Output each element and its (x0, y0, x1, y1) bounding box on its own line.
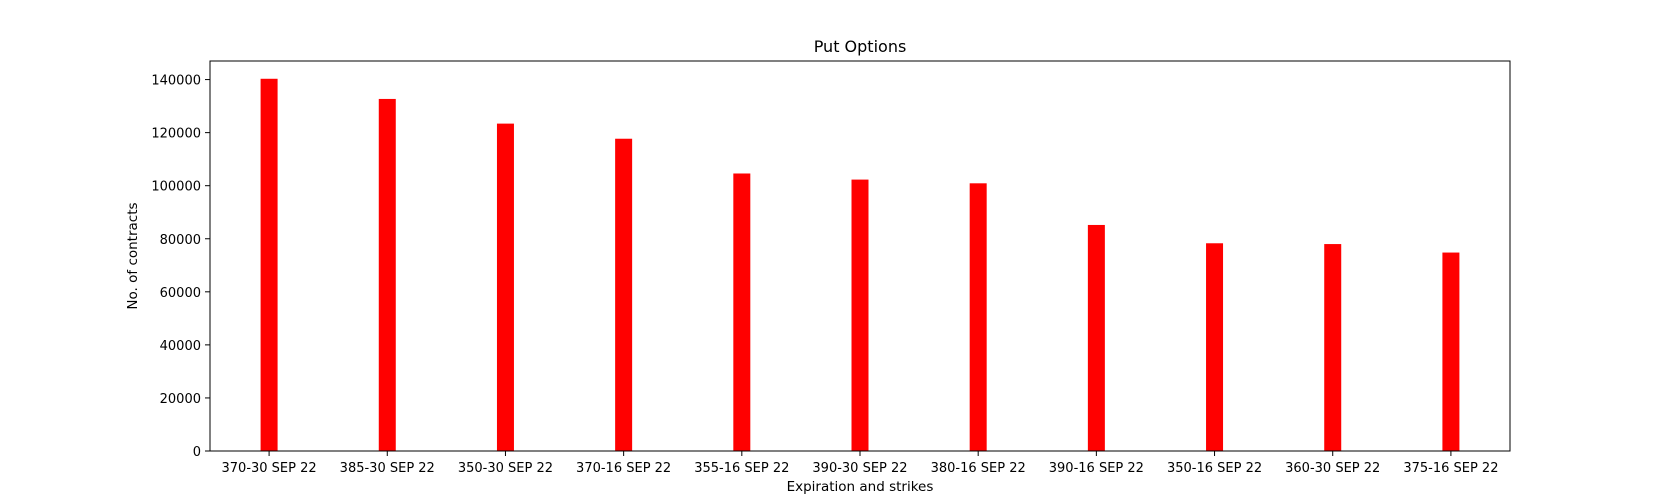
bar (851, 179, 869, 451)
bar (615, 138, 633, 452)
x-tick-label: 375-16 SEP 22 (1403, 461, 1498, 476)
y-tick-label: 40000 (160, 339, 201, 354)
bar (260, 78, 278, 451)
bar (496, 123, 514, 451)
chart-title: Put Options (814, 37, 907, 56)
y-tick-label: 60000 (160, 286, 201, 301)
x-axis: 370-30 SEP 22 385-30 SEP 22 350-30 SEP 22 3… (222, 451, 1498, 476)
x-tick-label: 390-16 SEP 22 (1049, 461, 1144, 476)
bar (1324, 244, 1342, 451)
y-tick-label: 80000 (160, 233, 201, 248)
bar (733, 173, 751, 451)
bar (378, 98, 396, 451)
x-axis-label: Expiration and strikes (787, 479, 934, 495)
plot-frame (209, 60, 1511, 452)
y-tick-label: 100000 (151, 180, 201, 195)
y-tick-label: 120000 (151, 127, 201, 142)
bar (969, 183, 987, 451)
y-axis: 0 20000 40000 60000 80000 100000 120000 140000 (151, 74, 210, 460)
y-tick-label: 0 (193, 445, 201, 460)
x-tick-label: 350-30 SEP 22 (458, 461, 553, 476)
bar (1087, 224, 1105, 451)
x-tick-label: 390-30 SEP 22 (812, 461, 907, 476)
bar (1206, 243, 1224, 451)
y-axis-label: No. of contracts (125, 202, 141, 309)
bars-layer (260, 78, 1460, 452)
x-tick-label: 380-16 SEP 22 (931, 461, 1026, 476)
x-tick-label: 370-30 SEP 22 (222, 461, 317, 476)
x-tick-label: 355-16 SEP 22 (694, 461, 789, 476)
y-tick-label: 20000 (160, 392, 201, 407)
x-tick-label: 370-16 SEP 22 (576, 461, 671, 476)
x-tick-label: 360-30 SEP 22 (1285, 461, 1380, 476)
x-tick-label: 385-30 SEP 22 (340, 461, 435, 476)
y-tick-label: 140000 (151, 74, 201, 89)
bar (1442, 252, 1460, 451)
x-tick-label: 350-16 SEP 22 (1167, 461, 1262, 476)
